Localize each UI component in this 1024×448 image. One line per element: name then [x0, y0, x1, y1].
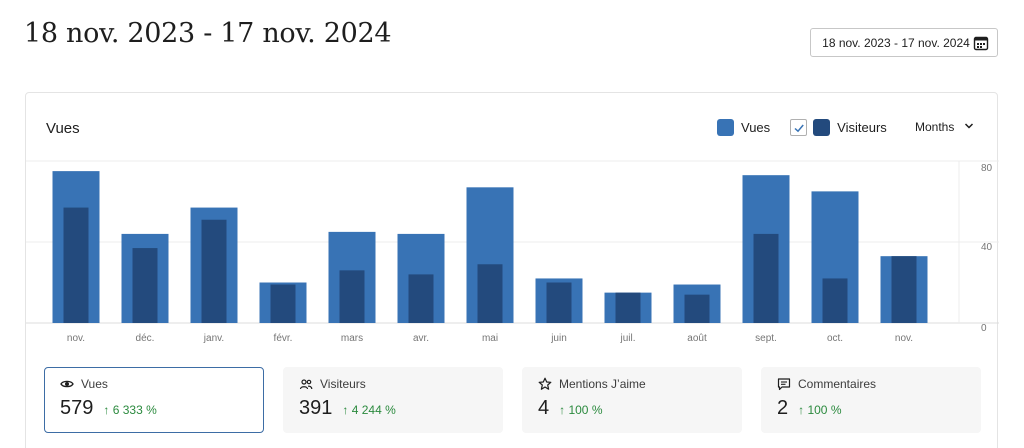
legend-views: Vues [717, 119, 770, 136]
x-tick-label: mai [482, 333, 498, 344]
x-tick-label: avr. [413, 333, 429, 344]
bar-visitors[interactable] [477, 264, 503, 323]
bar-visitors[interactable] [684, 294, 710, 323]
eye-icon [60, 377, 74, 391]
x-tick-label: nov. [895, 333, 913, 344]
bar-visitors[interactable] [615, 292, 641, 323]
stat-header: Commentaires [777, 377, 965, 391]
check-icon [794, 124, 804, 132]
views-bar-chart: 80 40 0 nov. déc. janv. févr. mars avr. mai juin ju… [26, 160, 999, 344]
bar-visitors[interactable] [546, 282, 572, 324]
x-tick-label: déc. [136, 333, 155, 344]
stat-header: Vues [60, 377, 248, 391]
stat-value: 2 [777, 397, 789, 419]
star-icon [538, 377, 552, 391]
chevron-down-icon [964, 120, 974, 134]
bar-visitors[interactable] [891, 256, 917, 323]
visitors-checkbox[interactable] [790, 119, 808, 136]
stat-card-eye[interactable]: Vues 579 ↑ 6 333 % [44, 367, 264, 433]
comment-icon [777, 377, 791, 391]
stat-change: ↑ 6 333 % [103, 403, 157, 417]
date-range-label: 18 nov. 2023 - 17 nov. 2024 [822, 35, 970, 50]
bar-visitors[interactable] [408, 274, 434, 323]
stat-label: Vues [81, 377, 108, 391]
legend-views-label: Vues [741, 120, 771, 135]
stat-body: 4 ↑ 100 % [538, 397, 726, 420]
legend-views-swatch [717, 119, 734, 136]
bar-visitors[interactable] [63, 207, 89, 323]
bar-visitors[interactable] [339, 270, 365, 323]
y-tick-label: 40 [981, 242, 993, 253]
x-tick-label: févr. [274, 333, 293, 344]
stat-card-people[interactable]: Visiteurs 391 ↑ 4 244 % [283, 367, 503, 433]
stat-change: ↑ 100 % [559, 403, 603, 417]
bar-visitors[interactable] [270, 284, 296, 323]
stat-body: 391 ↑ 4 244 % [299, 397, 487, 420]
stat-label: Mentions J’aime [559, 377, 646, 391]
stat-header: Mentions J’aime [538, 377, 726, 391]
x-tick-label: juil. [619, 333, 635, 344]
calendar-icon [973, 35, 989, 51]
page-title: 18 nov. 2023 - 17 nov. 2024 [24, 18, 392, 49]
views-chart-card: Vues Vues Visiteurs Months 80 40 0 nov. déc.… [25, 92, 999, 448]
stats-row: Vues 579 ↑ 6 333 % Visiteurs 391 ↑ 4 244 % Men… [44, 367, 981, 433]
stat-change: ↑ 4 244 % [342, 403, 396, 417]
stat-value: 391 [299, 397, 333, 419]
y-tick-label: 0 [981, 323, 987, 334]
stat-label: Commentaires [798, 377, 877, 391]
stat-body: 2 ↑ 100 % [777, 397, 965, 420]
stat-change: ↑ 100 % [798, 403, 842, 417]
bar-visitors[interactable] [132, 248, 158, 323]
stat-value: 4 [538, 397, 550, 419]
legend-visitors-swatch [813, 119, 831, 136]
x-tick-label: nov. [67, 333, 85, 344]
stat-body: 579 ↑ 6 333 % [60, 397, 248, 420]
period-select[interactable]: Months [915, 120, 974, 134]
x-tick-label: oct. [827, 333, 843, 344]
x-tick-label: juin [550, 333, 567, 344]
period-select-label: Months [915, 120, 955, 134]
stat-value: 579 [60, 397, 94, 419]
bar-visitors[interactable] [201, 219, 227, 323]
stat-header: Visiteurs [299, 377, 487, 391]
y-tick-label: 80 [981, 163, 993, 174]
people-icon [299, 377, 313, 391]
card-title: Vues [46, 120, 80, 137]
x-tick-label: janv. [203, 333, 224, 344]
stat-card-star[interactable]: Mentions J’aime 4 ↑ 100 % [522, 367, 742, 433]
date-range-button[interactable]: 18 nov. 2023 - 17 nov. 2024 [810, 28, 998, 57]
legend-visitors: Visiteurs [813, 119, 887, 136]
x-tick-label: mars [341, 333, 363, 344]
x-tick-label: août [687, 333, 707, 344]
x-tick-label: sept. [755, 333, 777, 344]
stat-label: Visiteurs [320, 377, 366, 391]
legend-visitors-label: Visiteurs [837, 120, 887, 135]
bar-visitors[interactable] [822, 278, 848, 323]
bar-visitors[interactable] [753, 233, 779, 323]
stat-card-comment[interactable]: Commentaires 2 ↑ 100 % [761, 367, 981, 433]
chart-legend: Vues Visiteurs [717, 119, 887, 136]
